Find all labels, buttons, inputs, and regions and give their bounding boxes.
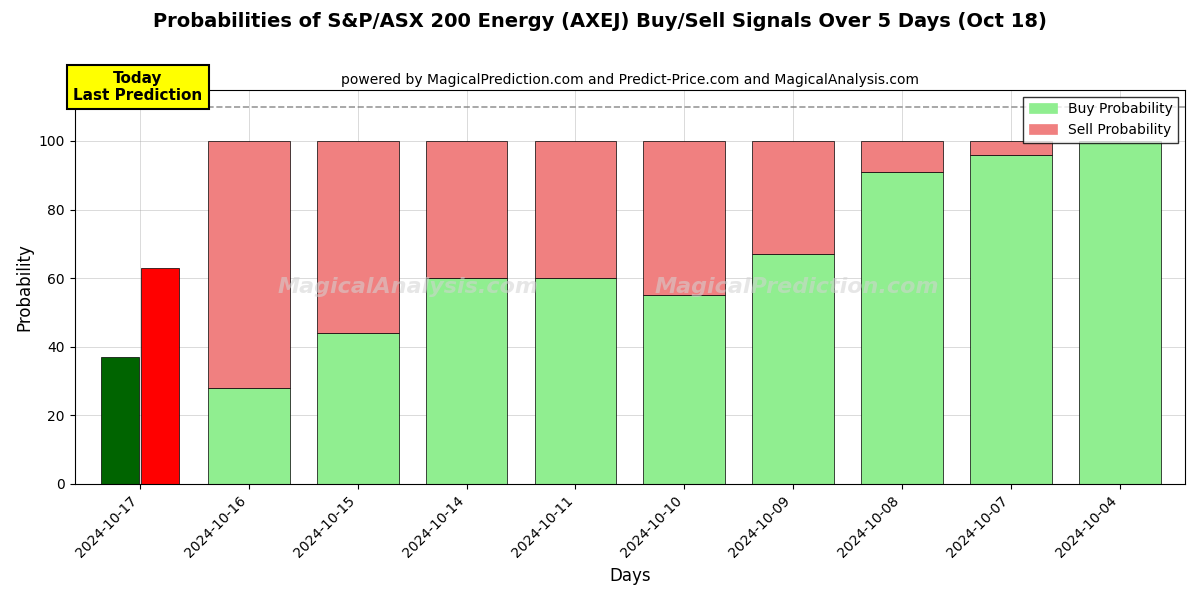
Bar bbox=[752, 254, 834, 484]
Bar bbox=[1079, 141, 1160, 484]
Bar bbox=[862, 172, 943, 484]
Bar bbox=[426, 278, 508, 484]
Bar bbox=[970, 155, 1051, 484]
Bar bbox=[534, 141, 617, 278]
Title: powered by MagicalPrediction.com and Predict-Price.com and MagicalAnalysis.com: powered by MagicalPrediction.com and Pre… bbox=[341, 73, 919, 87]
Bar bbox=[970, 141, 1051, 155]
Text: MagicalPrediction.com: MagicalPrediction.com bbox=[654, 277, 938, 296]
Bar bbox=[208, 141, 289, 388]
Bar bbox=[643, 295, 725, 484]
Text: MagicalAnalysis.com: MagicalAnalysis.com bbox=[277, 277, 539, 296]
Bar bbox=[426, 141, 508, 278]
Text: Probabilities of S&P/ASX 200 Energy (AXEJ) Buy/Sell Signals Over 5 Days (Oct 18): Probabilities of S&P/ASX 200 Energy (AXE… bbox=[154, 12, 1046, 31]
Bar bbox=[862, 141, 943, 172]
Bar bbox=[101, 357, 139, 484]
Bar bbox=[317, 141, 398, 333]
Text: Today
Last Prediction: Today Last Prediction bbox=[73, 71, 203, 103]
Bar bbox=[752, 141, 834, 254]
X-axis label: Days: Days bbox=[610, 567, 650, 585]
Bar bbox=[534, 278, 617, 484]
Bar bbox=[643, 141, 725, 295]
Bar bbox=[142, 268, 179, 484]
Bar bbox=[208, 388, 289, 484]
Legend: Buy Probability, Sell Probability: Buy Probability, Sell Probability bbox=[1024, 97, 1178, 143]
Y-axis label: Probability: Probability bbox=[16, 243, 34, 331]
Bar bbox=[317, 333, 398, 484]
